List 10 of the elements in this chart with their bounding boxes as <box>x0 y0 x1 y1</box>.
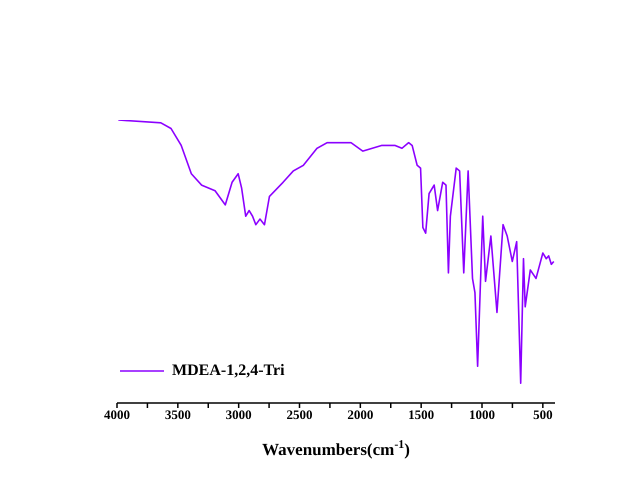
x-tick-label: 1500 <box>408 407 434 422</box>
x-axis-title: Wavenumbers(cm$^{-1}$) <box>262 437 410 459</box>
x-tick-label: 2000 <box>347 407 374 422</box>
x-tick-label: 1000 <box>469 407 495 422</box>
x-tick-label: 4000 <box>104 407 130 422</box>
x-tick-label: 3000 <box>226 407 252 422</box>
x-tick-label: 3500 <box>164 407 191 422</box>
x-tick-label: 500 <box>533 407 553 422</box>
x-tick-label: 2500 <box>286 407 312 422</box>
legend-label: MDEA-1,2,4-Tri <box>172 362 285 380</box>
